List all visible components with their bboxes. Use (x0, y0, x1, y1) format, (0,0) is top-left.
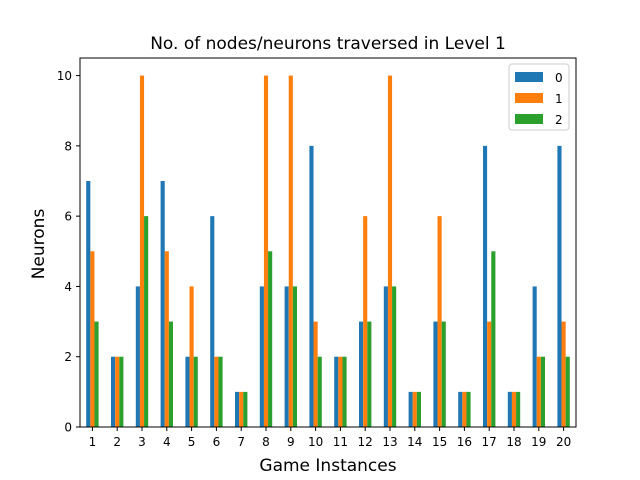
bar-series-1-instance-5 (189, 286, 194, 427)
x-tick-label: 6 (213, 435, 221, 449)
bar-series-0-instance-18 (507, 391, 512, 427)
bar-series-1-instance-11 (338, 356, 343, 427)
legend-label-1: 1 (555, 92, 563, 106)
bar-series-1-instance-2 (115, 356, 120, 427)
bar-series-1-instance-3 (139, 75, 145, 427)
legend-label-2: 2 (555, 113, 563, 127)
y-tick-label: 2 (64, 350, 72, 364)
bar-series-0-instance-15 (433, 321, 438, 427)
bar-series-2-instance-9 (292, 286, 297, 427)
x-tick-label: 15 (432, 435, 447, 449)
bar-series-0-instance-10 (309, 145, 314, 428)
x-tick-label: 4 (163, 435, 171, 449)
bar-series-0-instance-4 (160, 181, 165, 427)
x-tick-label: 17 (482, 435, 497, 449)
bar-series-1-instance-14 (412, 391, 417, 427)
x-tick-label: 12 (358, 435, 373, 449)
bar-series-1-instance-16 (462, 391, 467, 427)
bar-series-2-instance-7 (243, 391, 248, 427)
x-tick-label: 16 (457, 435, 472, 449)
bar-series-2-instance-5 (193, 356, 198, 427)
bar-series-0-instance-7 (235, 391, 240, 427)
bar-series-0-instance-2 (111, 356, 116, 427)
bar-series-2-instance-12 (367, 321, 372, 427)
x-tick-label: 19 (531, 435, 546, 449)
bar-series-0-instance-1 (86, 181, 91, 427)
bar-series-0-instance-12 (359, 321, 364, 427)
y-tick-label: 8 (64, 139, 72, 153)
bar-series-2-instance-19 (540, 356, 545, 427)
y-tick-label: 0 (64, 421, 72, 435)
x-tick-label: 9 (287, 435, 295, 449)
bar-series-0-instance-14 (408, 391, 413, 427)
x-axis-label: Game Instances (259, 456, 396, 476)
bar-series-1-instance-19 (536, 356, 541, 427)
y-tick-label: 4 (64, 280, 72, 294)
bar-series-0-instance-17 (483, 145, 488, 428)
bar-series-2-instance-17 (491, 251, 496, 427)
bar-series-1-instance-12 (363, 216, 368, 427)
bar-series-1-instance-15 (437, 216, 442, 427)
bar-series-2-instance-8 (268, 251, 273, 427)
bar-series-1-instance-18 (511, 391, 517, 427)
legend-label-0: 0 (555, 71, 563, 85)
bar-series-2-instance-14 (416, 391, 421, 427)
bar-series-2-instance-1 (94, 321, 99, 427)
x-tick-label: 20 (556, 435, 571, 449)
bar-series-2-instance-6 (218, 356, 223, 427)
legend-swatch-2 (515, 114, 543, 124)
bar-series-0-instance-20 (557, 145, 562, 428)
x-tick-label: 10 (308, 435, 323, 449)
bar-series-0-instance-5 (185, 356, 190, 427)
x-tick-label: 5 (188, 435, 196, 449)
x-tick-label: 14 (407, 435, 422, 449)
bar-series-1-instance-6 (214, 356, 219, 427)
chart-title: No. of nodes/neurons traversed in Level … (150, 34, 506, 54)
x-tick-label: 11 (333, 435, 348, 449)
bar-series-0-instance-11 (334, 356, 339, 427)
bar-series-1-instance-10 (313, 321, 318, 427)
y-axis-label: Neurons (29, 209, 49, 280)
bar-series-2-instance-16 (466, 391, 471, 427)
bar-series-0-instance-6 (210, 216, 215, 427)
axes-frame (79, 57, 577, 428)
legend: 0 1 2 (508, 63, 570, 131)
bar-series-1-instance-8 (263, 75, 269, 427)
x-tick-label: 8 (262, 435, 270, 449)
bar-series-2-instance-11 (342, 356, 347, 427)
y-tick-label: 6 (64, 210, 72, 224)
bar-series-1-instance-13 (387, 75, 393, 427)
x-tick-label: 18 (506, 435, 521, 449)
bar-series-1-instance-9 (288, 75, 293, 427)
bar-series-1-instance-1 (90, 251, 95, 427)
x-tick-label: 3 (138, 435, 146, 449)
x-tick-label: 13 (382, 435, 397, 449)
bar-series-2-instance-10 (317, 356, 322, 427)
bar-series-2-instance-2 (119, 356, 124, 427)
bar-series-2-instance-20 (565, 356, 570, 427)
bar-series-2-instance-13 (392, 286, 397, 427)
bar-series-2-instance-3 (144, 216, 149, 427)
bar-series-0-instance-19 (532, 286, 537, 427)
x-tick-label: 2 (113, 435, 121, 449)
legend-swatch-1 (515, 93, 543, 103)
bar-series-0-instance-13 (383, 286, 388, 427)
bar-series-1-instance-4 (164, 251, 169, 427)
bar-series-0-instance-16 (458, 391, 463, 427)
bar-series-1-instance-17 (487, 321, 492, 427)
bar-series-2-instance-4 (168, 321, 173, 427)
x-tick-label: 7 (237, 435, 245, 449)
y-tick-label: 10 (57, 69, 72, 83)
bar-series-0-instance-8 (259, 286, 264, 427)
bar-series-2-instance-15 (441, 321, 446, 427)
legend-swatch-0 (515, 72, 543, 82)
x-tick-label: 1 (89, 435, 97, 449)
bar-series-0-instance-9 (284, 286, 289, 427)
bar-series-1-instance-7 (239, 391, 244, 427)
bar-series-2-instance-18 (516, 391, 521, 427)
bar-series-0-instance-3 (135, 286, 140, 427)
bar-series-1-instance-20 (561, 321, 566, 427)
